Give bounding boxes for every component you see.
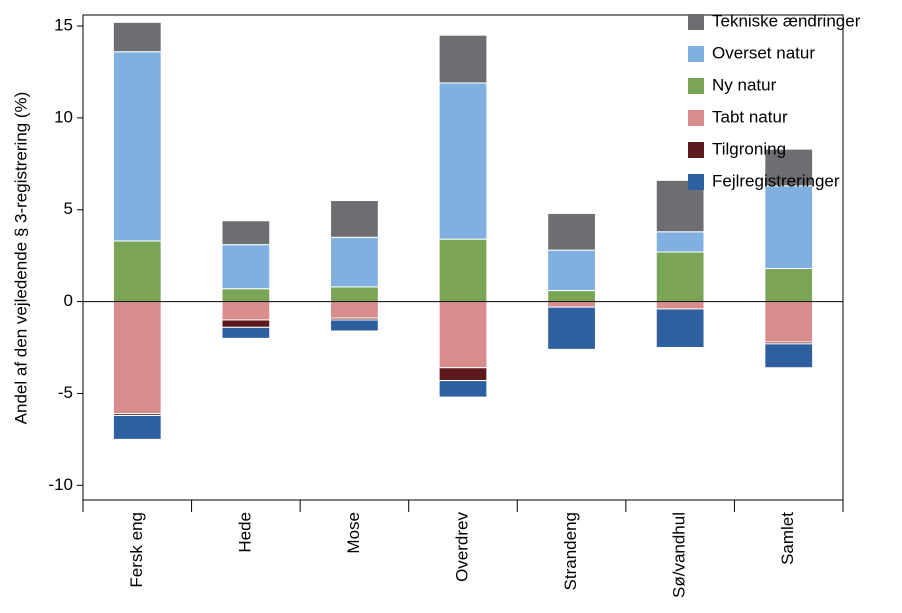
legend-label: Tabt natur (712, 107, 788, 126)
bar-segment (221, 326, 271, 339)
bar-segment (655, 301, 705, 310)
bar-segment (764, 301, 814, 343)
bar-segment (547, 301, 596, 308)
bar-segment (221, 220, 271, 246)
legend-label: Fejlregistreringer (712, 171, 840, 190)
bar-segment (221, 244, 271, 290)
bar-segment (438, 34, 488, 84)
y-tick-label: 0 (64, 291, 73, 310)
legend-swatch (688, 46, 704, 62)
x-tick-label: Mose (344, 512, 363, 554)
legend-label: Overset natur (712, 43, 815, 62)
legend-label: Tekniske ændringer (712, 11, 861, 30)
bar-segment (655, 251, 705, 303)
legend-label: Tilgroning (712, 139, 786, 158)
y-axis-label: Andel af den vejledende § 3-registrering… (11, 92, 30, 425)
legend-swatch (688, 110, 704, 126)
x-tick-label: Overdrev (452, 512, 471, 582)
bar-segment (221, 288, 271, 303)
bar-segment (655, 231, 705, 253)
bar-segment (330, 319, 379, 332)
bar-segment (330, 301, 379, 319)
bar-segment (655, 308, 705, 349)
x-tick-label: Hede (235, 512, 254, 553)
bar-segment (112, 301, 162, 415)
bar-segment (764, 268, 814, 303)
bar-segment (547, 212, 596, 251)
bar-segment (330, 200, 379, 238)
legend-swatch (688, 78, 704, 94)
legend-swatch (688, 142, 704, 158)
bar-segment (330, 286, 379, 303)
bar-segment (438, 82, 488, 240)
y-tick-label: -5 (58, 383, 73, 402)
bar-segment (112, 21, 162, 53)
bar-segment (764, 148, 814, 187)
bar-segment (221, 319, 271, 328)
bar-segment (438, 238, 488, 303)
bar-segment (221, 301, 271, 321)
bar-segment (764, 185, 814, 270)
y-tick-label: 5 (64, 199, 73, 218)
legend-swatch (688, 174, 704, 190)
y-tick-label: 15 (54, 16, 73, 35)
bar-segment (438, 301, 488, 369)
y-tick-label: 10 (54, 107, 73, 126)
bar-segment (330, 236, 379, 288)
bar-segment (112, 414, 162, 440)
bar-segment (112, 51, 162, 242)
x-tick-label: Strandeng (561, 512, 580, 590)
legend-swatch (688, 14, 704, 30)
x-tick-label: Fersk eng (127, 512, 146, 588)
bar-segment (547, 290, 596, 303)
legend-label: Ny natur (712, 75, 777, 94)
bar-segment (112, 240, 162, 303)
bar-segment (547, 306, 596, 350)
bar-segment (764, 343, 814, 369)
x-tick-label: Samlet (778, 512, 797, 565)
y-tick-label: -10 (48, 475, 73, 494)
bar-segment (438, 380, 488, 398)
bar-segment (438, 367, 488, 382)
plot-frame (82, 14, 844, 501)
bar-segment (547, 249, 596, 292)
x-tick-label: Sø/vandhul (670, 512, 689, 598)
